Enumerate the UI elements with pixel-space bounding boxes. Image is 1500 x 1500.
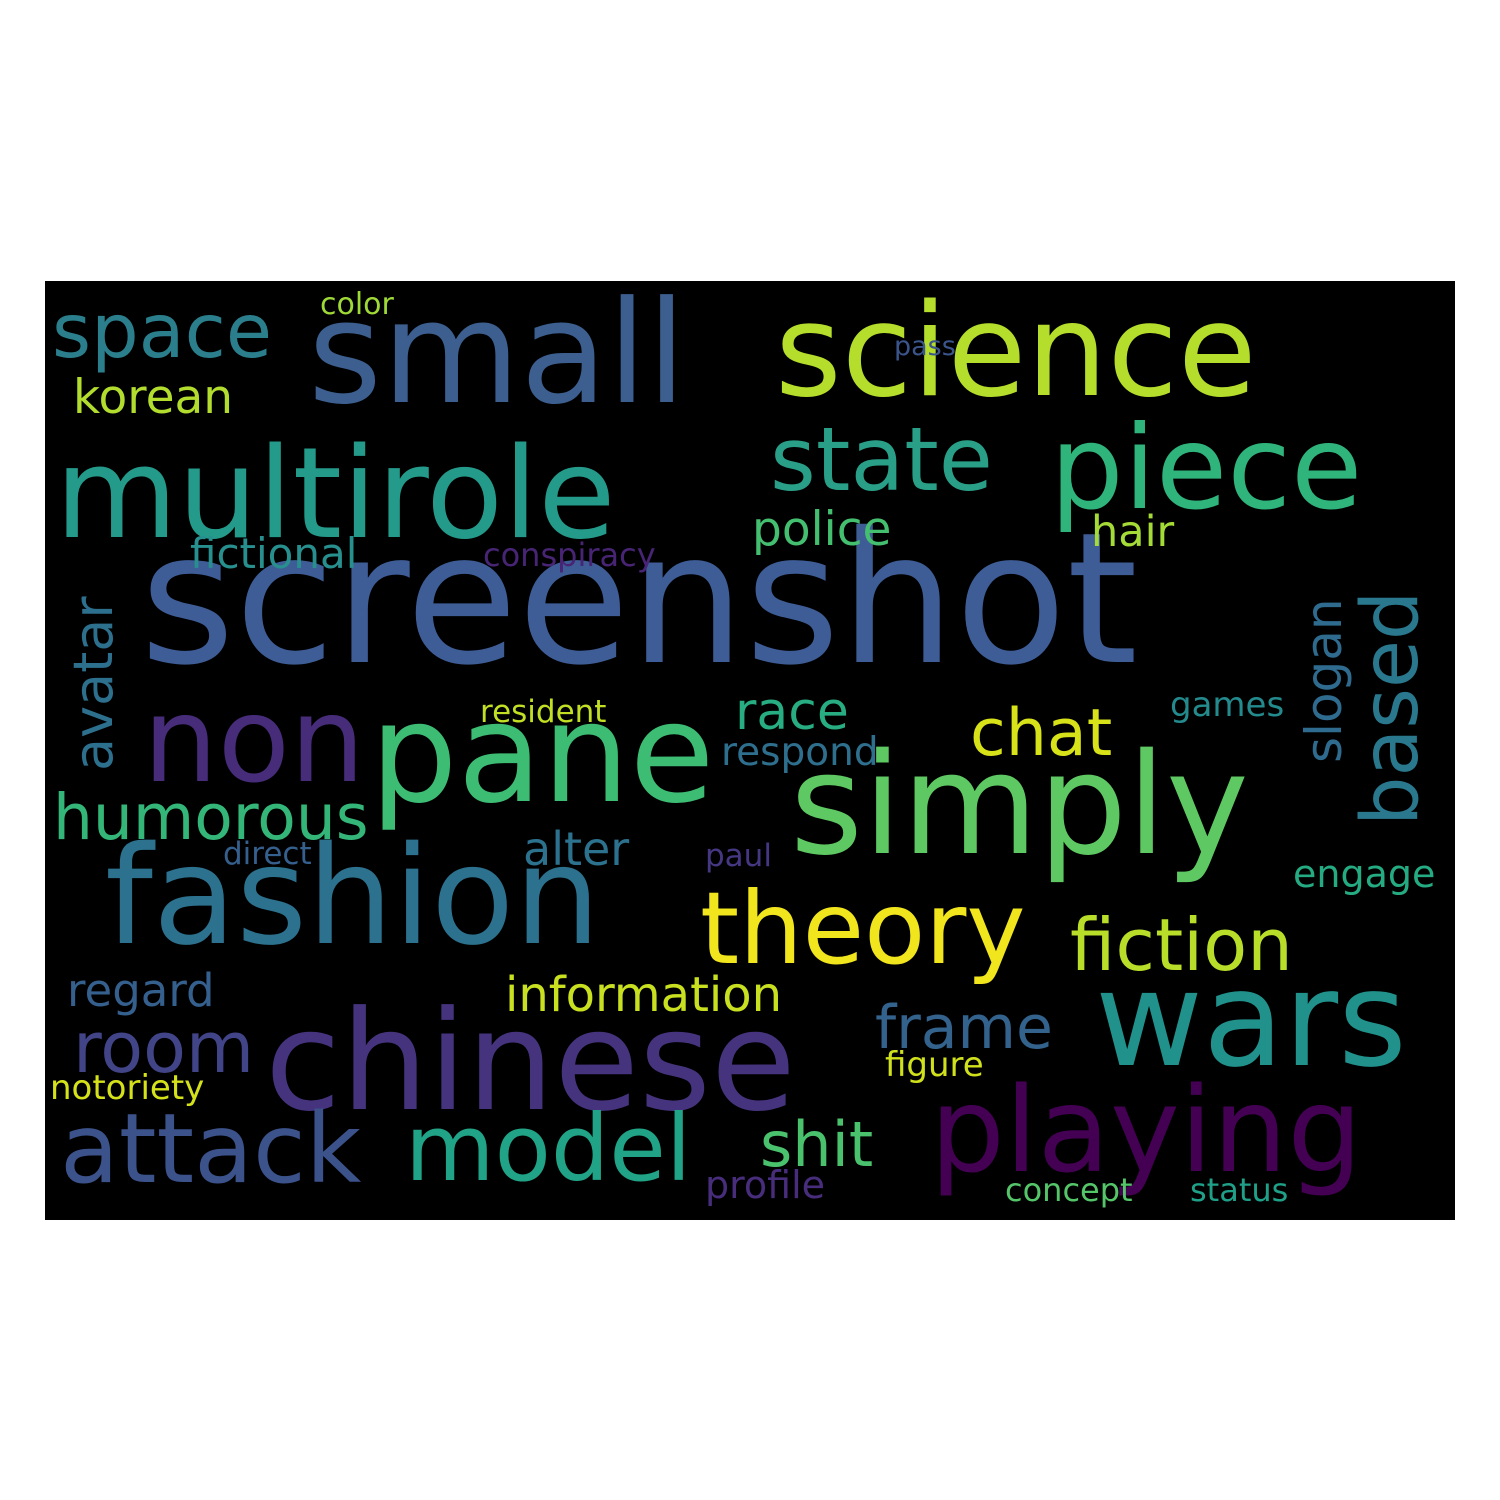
word-conspiracy: conspiracy [483, 536, 656, 574]
word-race: race [735, 682, 849, 742]
word-science: science [775, 281, 1257, 426]
word-chat: chat [970, 696, 1113, 771]
word-regard: regard [67, 964, 215, 1017]
word-fiction: fiction [1070, 903, 1293, 987]
word-fashion: fashion [105, 818, 601, 976]
word-pane: pane [370, 673, 715, 834]
word-slogan: slogan [1295, 598, 1353, 763]
word-respond: respond [721, 730, 879, 775]
word-humorous: humorous [53, 781, 369, 854]
word-figure: figure [885, 1045, 984, 1085]
word-frame: frame [875, 993, 1053, 1063]
word-profile: profile [705, 1163, 826, 1207]
word-concept: concept [1005, 1171, 1133, 1209]
word-engage: engage [1293, 852, 1436, 896]
word-small: small [308, 281, 687, 436]
word-paul: paul [705, 838, 772, 874]
word-playing: playing [930, 1061, 1363, 1199]
word-multirole: multirole [55, 420, 616, 567]
word-police: police [752, 502, 892, 557]
word-piece: piece [1050, 401, 1363, 536]
word-shit: shit [760, 1108, 874, 1181]
word-direct: direct [223, 836, 312, 872]
word-cloud: screenshot small science multirole piece… [45, 281, 1455, 1220]
word-alter: alter [523, 822, 630, 876]
word-space: space [52, 287, 273, 375]
word-simply: simply [790, 724, 1249, 887]
word-attack: attack [60, 1093, 362, 1205]
word-resident: resident [480, 694, 607, 730]
word-notoriety: notoriety [50, 1068, 205, 1108]
word-wars: wars [1095, 943, 1407, 1097]
word-state: state [770, 408, 993, 511]
word-fictional: fictional [190, 529, 358, 578]
word-model: model [405, 1095, 692, 1202]
word-theory: theory [700, 870, 1026, 987]
word-color: color [320, 287, 394, 322]
word-status: status [1190, 1171, 1289, 1209]
word-games: games [1170, 685, 1285, 725]
word-korean: korean [73, 370, 234, 425]
word-screenshot: screenshot [140, 493, 1138, 705]
word-non: non [143, 671, 365, 809]
word-based: based [1346, 590, 1436, 826]
word-chinese: chinese [265, 981, 796, 1142]
word-avatar: avatar [62, 596, 125, 771]
word-hair: hair [1091, 507, 1175, 557]
word-room: room [73, 1007, 255, 1089]
word-information: information [505, 967, 783, 1023]
word-pass: pass [894, 331, 956, 362]
